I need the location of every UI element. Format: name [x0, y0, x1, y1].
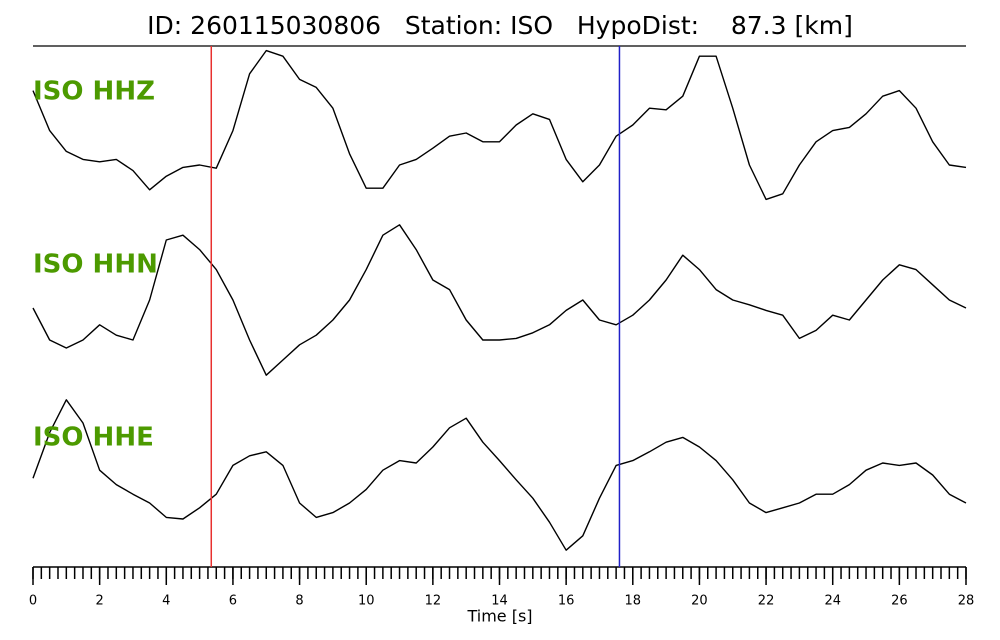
- x-tick-label: 14: [491, 594, 508, 609]
- x-tick-label: 2: [96, 594, 104, 609]
- x-tick-label: 8: [295, 594, 303, 609]
- x-axis-label: Time [s]: [466, 607, 532, 626]
- chart-title: ID: 260115030806 Station: ISO HypoDist: …: [147, 11, 853, 40]
- x-tick-label: 28: [958, 594, 975, 609]
- trace-label: ISO HHE: [33, 423, 154, 453]
- x-tick-label: 4: [162, 594, 170, 609]
- x-tick-label: 16: [558, 594, 575, 609]
- x-tick-label: 6: [229, 594, 237, 609]
- trace-label: ISO HHZ: [33, 77, 155, 107]
- trace: [32, 49, 967, 201]
- trace: [32, 224, 967, 376]
- x-tick-label: 12: [425, 594, 442, 609]
- x-tick-label: 20: [691, 594, 708, 609]
- x-tick-label: 10: [358, 594, 375, 609]
- x-tick-label: 0: [29, 594, 37, 609]
- x-tick-label: 22: [758, 594, 775, 609]
- trace-label: ISO HHN: [33, 250, 158, 280]
- x-tick-label: 18: [625, 594, 642, 609]
- x-tick-label: 24: [824, 594, 841, 609]
- x-tick-label: 26: [891, 594, 908, 609]
- trace: [32, 399, 967, 551]
